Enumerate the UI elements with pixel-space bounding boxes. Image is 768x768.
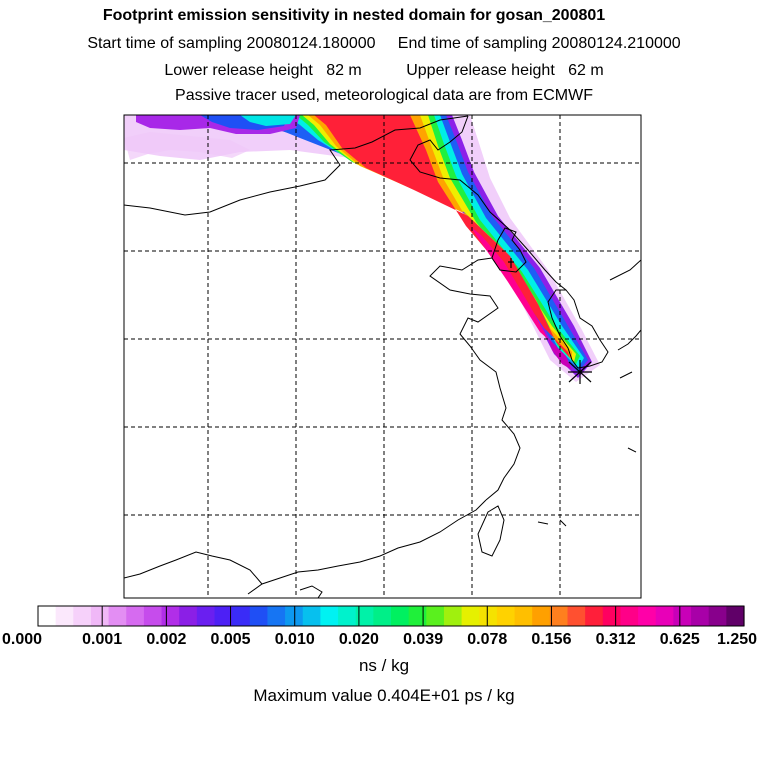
plume-northwest-blob-cyan	[240, 115, 296, 126]
colorbar-tick-label: 0.078	[467, 631, 507, 648]
colorbar-tick-label: 0.001	[82, 631, 122, 648]
colorbar-cell	[514, 606, 533, 626]
receptor-marker	[568, 360, 592, 384]
plume-band-red	[314, 115, 570, 358]
map-frame	[123, 114, 642, 599]
colorbar-cell	[249, 606, 269, 626]
chart-title: Footprint emission sensitivity in nested…	[102, 7, 606, 24]
maximum-value: Maximum value 0.404E+01 ps / kg	[253, 686, 515, 705]
colorbar-cell	[55, 606, 74, 626]
plume-northwest-haze	[124, 132, 250, 160]
colorbar-cell	[691, 606, 710, 626]
upper-release-height: Upper release height 62 m	[406, 62, 604, 79]
south-china-coast	[247, 499, 487, 595]
plume-band-lavender	[124, 115, 600, 382]
tracer-info: Passive tracer used, meteorological data…	[175, 87, 593, 104]
colorbar-cell	[408, 606, 427, 626]
colorbar-cell	[196, 606, 216, 626]
colorbar-cell	[179, 606, 198, 626]
coastlines	[124, 115, 641, 598]
japan-kyushu	[609, 259, 641, 351]
bohai-coast	[491, 227, 527, 273]
plume-band-yellow	[302, 115, 576, 362]
colorbar-cell	[373, 606, 392, 626]
colorbar-tick-label: 1.250	[717, 631, 757, 648]
colorbar-cell	[338, 606, 357, 626]
colorbar-cell	[549, 606, 569, 626]
china-north-coast	[429, 257, 521, 501]
colorbar-cell	[302, 606, 321, 626]
colorbar-cell	[143, 606, 163, 626]
colorbar-tick-label: 0.156	[531, 631, 571, 648]
colorbar-tick-label: 0.010	[275, 631, 315, 648]
colorbar-cell	[285, 606, 304, 626]
colorbar-cell	[320, 606, 339, 626]
northeast-border	[409, 115, 567, 291]
colorbar-cell	[726, 606, 745, 626]
southwest-border	[124, 551, 263, 585]
plume-band-magenta	[470, 226, 568, 362]
sampling-times: Start time of sampling 20080124.180000 E…	[0, 34, 768, 54]
lower-release-height: Lower release height 82 m	[164, 62, 362, 79]
colorbar-cell	[673, 606, 692, 626]
mongolia-border	[124, 115, 469, 216]
colorbar-cells	[38, 606, 745, 626]
colorbar-unit: ns / kg	[358, 656, 410, 675]
release-heights: Lower release height 82 m Upper release …	[0, 61, 768, 81]
islands	[537, 371, 637, 527]
colorbar-frame	[37, 605, 745, 627]
colorbar-dividers	[101, 606, 681, 626]
colorbar-tick-label: 0.039	[403, 631, 443, 648]
plume-layer	[124, 115, 600, 382]
colorbar-cell	[90, 606, 110, 626]
colorbar-cell	[479, 606, 498, 626]
colorbar-tick-label: 0.005	[211, 631, 251, 648]
colorbar-cell	[161, 606, 180, 626]
colorbar-cell	[602, 606, 622, 626]
colorbar-cell	[620, 606, 639, 626]
colorbar-cell	[708, 606, 727, 626]
colorbar-cell	[232, 606, 251, 626]
colorbar-cell	[267, 606, 286, 626]
colorbar-cell	[443, 606, 463, 626]
colorbar-tick-label: 0.625	[660, 631, 700, 648]
colorbar-cell	[391, 606, 410, 626]
plume-band-orange	[308, 115, 572, 360]
colorbar-cell	[567, 606, 586, 626]
colorbar-cell	[532, 606, 551, 626]
colorbar: 0.000 0.001 0.002 0.005 0.010 0.020 0.039 0.078…	[2, 605, 757, 648]
colorbar-cell	[585, 606, 604, 626]
colorbar-cell	[38, 606, 57, 626]
colorbar-cell	[638, 606, 657, 626]
colorbar-cell	[655, 606, 674, 626]
colorbar-cell	[426, 606, 445, 626]
colorbar-tick-label: 0.002	[146, 631, 186, 648]
korea-peninsula	[547, 289, 609, 369]
colorbar-cell	[496, 606, 516, 626]
beijing-marker	[508, 258, 514, 268]
colorbar-cell	[73, 606, 92, 626]
colorbar-tick-label: 0.000	[2, 631, 42, 648]
colorbar-tick-label: 0.020	[339, 631, 379, 648]
colorbar-cell	[355, 606, 374, 626]
colorbar-cell	[126, 606, 145, 626]
start-time: Start time of sampling 20080124.180000	[87, 35, 376, 52]
hainan-area	[299, 585, 323, 598]
colorbar-tick-label: 0.312	[596, 631, 636, 648]
colorbar-tick-labels: 0.000 0.001 0.002 0.005 0.010 0.020 0.039 0.078…	[2, 631, 757, 648]
graticule	[124, 115, 641, 598]
colorbar-cell	[461, 606, 480, 626]
colorbar-cell	[214, 606, 233, 626]
end-time: End time of sampling 20080124.210000	[397, 35, 681, 52]
taiwan	[477, 505, 505, 557]
colorbar-cell	[108, 606, 127, 626]
